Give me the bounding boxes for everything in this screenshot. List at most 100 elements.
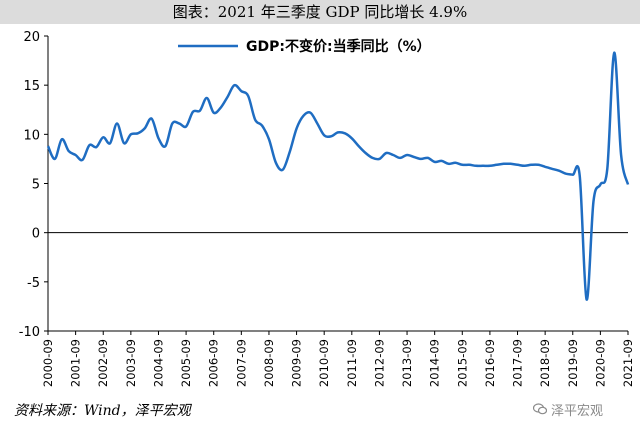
data-point <box>337 131 339 133</box>
data-point <box>116 122 118 124</box>
x-tick-label: 2004-09 <box>151 339 165 387</box>
data-point <box>316 122 318 124</box>
chart-axes <box>44 35 629 335</box>
y-tick-label: 10 <box>23 128 40 143</box>
data-point <box>351 137 353 139</box>
x-tick-label: 2003-09 <box>124 339 138 387</box>
data-point <box>558 170 560 172</box>
data-point <box>102 136 104 138</box>
y-tick-labels: -10 -5 0 5 10 15 20 <box>19 30 40 340</box>
data-point <box>572 173 574 175</box>
y-tick-label: -10 <box>19 325 40 340</box>
data-point <box>371 157 373 159</box>
data-point <box>74 154 76 156</box>
line-chart: -10 -5 0 5 10 15 20 2000-09 2001-09 2002-09 2003-… <box>19 30 635 387</box>
data-point <box>302 114 304 116</box>
data-point <box>516 164 518 166</box>
data-point <box>523 165 525 167</box>
y-tick-label: 5 <box>32 178 40 193</box>
data-point <box>157 137 159 139</box>
data-point <box>288 151 290 153</box>
data-point <box>413 156 415 158</box>
data-point <box>468 164 470 166</box>
data-point <box>171 122 173 124</box>
data-point <box>454 162 456 164</box>
x-tick-label: 2008-09 <box>262 339 276 387</box>
wechat-icon <box>532 403 548 419</box>
x-tick-label: 2006-09 <box>207 339 221 387</box>
x-tick-label: 2020-09 <box>593 339 607 387</box>
x-tick-label: 2014-09 <box>428 339 442 387</box>
data-point <box>143 127 145 129</box>
data-point <box>275 162 277 164</box>
data-point <box>109 142 111 144</box>
data-point <box>261 124 263 126</box>
data-point <box>440 160 442 162</box>
x-tick-label: 2002-09 <box>96 339 110 387</box>
data-point <box>406 154 408 156</box>
data-point <box>47 145 49 147</box>
data-point <box>323 134 325 136</box>
x-tick-label: 2013-09 <box>400 339 414 387</box>
x-tick-label: 2021-09 <box>621 339 635 387</box>
y-tick-label: 15 <box>23 79 40 94</box>
legend-label: GDP:不变价:当季同比（%） <box>246 38 431 55</box>
data-point <box>385 152 387 154</box>
data-point <box>509 163 511 165</box>
x-tick-label: 2016-09 <box>483 339 497 387</box>
data-point <box>344 132 346 134</box>
data-point <box>68 150 70 152</box>
data-point <box>551 168 553 170</box>
data-point <box>496 164 498 166</box>
data-point <box>88 144 90 146</box>
data-point <box>95 146 97 148</box>
data-point <box>392 154 394 156</box>
data-point <box>447 163 449 165</box>
data-point <box>578 174 580 176</box>
data-point <box>137 132 139 134</box>
data-point <box>185 125 187 127</box>
data-point <box>592 200 594 202</box>
data-point <box>309 112 311 114</box>
data-point <box>330 135 332 137</box>
data-point <box>613 52 615 54</box>
x-tick-label: 2007-09 <box>234 339 248 387</box>
watermark-text: 泽平宏观 <box>551 404 604 419</box>
data-point <box>54 158 56 160</box>
x-tick-label: 2011-09 <box>345 339 359 387</box>
data-point <box>130 133 132 135</box>
x-tick-label: 2000-09 <box>41 339 55 387</box>
data-point <box>81 159 83 161</box>
data-point <box>489 165 491 167</box>
data-point <box>433 161 435 163</box>
source-note: 资料来源：Wind，泽平宏观 <box>14 403 191 419</box>
x-tick-label: 2017-09 <box>511 339 525 387</box>
data-point <box>585 298 587 300</box>
data-point <box>213 112 215 114</box>
series-line <box>46 51 630 301</box>
data-point <box>399 157 401 159</box>
data-point <box>199 110 201 112</box>
data-point <box>537 164 539 166</box>
x-tick-label: 2001-09 <box>69 339 83 387</box>
x-tick-label: 2015-09 <box>455 339 469 387</box>
y-tick-label: 20 <box>23 30 40 45</box>
data-point <box>565 172 567 174</box>
x-tick-label: 2010-09 <box>317 339 331 387</box>
data-point <box>503 163 505 165</box>
x-tick-label: 2018-09 <box>538 339 552 387</box>
data-point <box>606 168 608 170</box>
data-point <box>240 90 242 92</box>
watermark: 泽平宏观 <box>532 400 604 419</box>
y-tick-label: -5 <box>27 276 40 291</box>
data-point <box>627 183 629 185</box>
data-point <box>219 107 221 109</box>
x-tick-label: 2005-09 <box>179 339 193 387</box>
data-point <box>282 169 284 171</box>
data-point <box>233 84 235 86</box>
data-point <box>206 97 208 99</box>
data-point <box>247 95 249 97</box>
data-point <box>378 158 380 160</box>
data-point <box>254 118 256 120</box>
